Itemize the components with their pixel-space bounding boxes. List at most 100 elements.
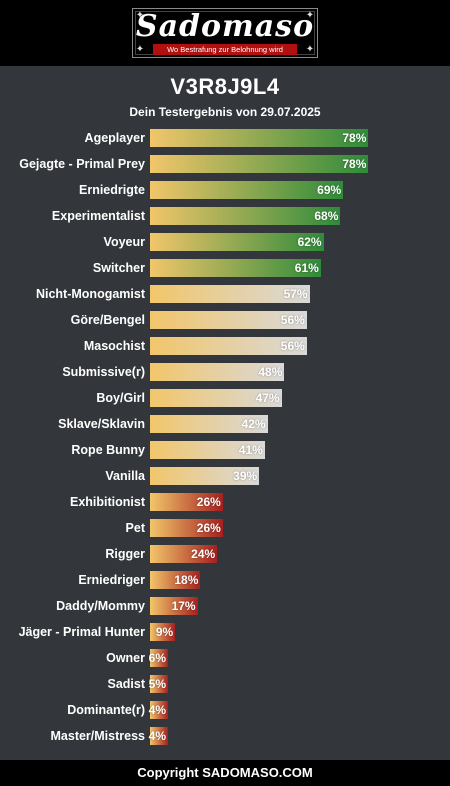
bar-value-label: 18%	[174, 573, 199, 587]
chart-row: Ageplayer 78%	[0, 129, 450, 147]
bar-value-label: 41%	[238, 443, 263, 457]
category-label: Pet	[125, 521, 145, 535]
bar: 78%	[150, 129, 369, 147]
chart-row: Sadist 5%	[0, 675, 450, 693]
category-label: Sklave/Sklavin	[58, 417, 145, 431]
bar-value-label: 61%	[294, 261, 319, 275]
chart-row: Exhibitionist 26%	[0, 493, 450, 511]
chart-row: Gejagte - Primal Prey 78%	[0, 155, 450, 173]
category-label: Masochist	[83, 339, 145, 353]
category-label: Ageplayer	[84, 131, 145, 145]
bar-value-label: 5%	[148, 677, 166, 691]
chart-row: Pet 26%	[0, 519, 450, 537]
bar: 61%	[150, 259, 321, 277]
bar: 18%	[150, 571, 201, 589]
bar-value-label: 69%	[317, 183, 342, 197]
chart-row: Masochist 56%	[0, 337, 450, 355]
bar: 78%	[150, 155, 369, 173]
category-label: Dominante(r)	[67, 703, 145, 717]
category-label: Rigger	[105, 547, 145, 561]
chart-row: Boy/Girl 47%	[0, 389, 450, 407]
chart-row: Erniedriger 18%	[0, 571, 450, 589]
bar-value-label: 56%	[280, 339, 305, 353]
copyright-text: Copyright SADOMASO.COM	[137, 765, 313, 780]
bar-value-label: 39%	[233, 469, 258, 483]
bar-value-label: 4%	[148, 729, 166, 743]
category-label: Daddy/Mommy	[56, 599, 145, 613]
chart-row: Jäger - Primal Hunter 9%	[0, 623, 450, 641]
chart-row: Experimentalist 68%	[0, 207, 450, 225]
bar-value-label: 78%	[342, 131, 367, 145]
chart-row: Switcher 61%	[0, 259, 450, 277]
category-label: Boy/Girl	[96, 391, 145, 405]
category-label: Sadist	[107, 677, 145, 691]
bar: 39%	[150, 467, 260, 485]
category-label: Voyeur	[103, 235, 145, 249]
bar: 47%	[150, 389, 282, 407]
chart-row: Owner 6%	[0, 649, 450, 667]
chart-row: Erniedrigte 69%	[0, 181, 450, 199]
bar-value-label: 26%	[196, 495, 221, 509]
site-logo[interactable]: ✦ ✦ ✦ ✦ Sadomaso Wo Bestrafung zur Beloh…	[132, 8, 318, 58]
chart-row: Göre/Bengel 56%	[0, 311, 450, 329]
chart-row: Nicht-Monogamist 57%	[0, 285, 450, 303]
category-label: Switcher	[92, 261, 145, 275]
category-label: Master/Mistress	[50, 729, 146, 743]
bar: 69%	[150, 181, 344, 199]
bar: 62%	[150, 233, 324, 251]
bar-value-label: 48%	[258, 365, 283, 379]
category-label: Vanilla	[105, 469, 145, 483]
bar: 68%	[150, 207, 341, 225]
corner-ornament-icon: ✦	[305, 10, 315, 21]
header-bar: ✦ ✦ ✦ ✦ Sadomaso Wo Bestrafung zur Beloh…	[0, 0, 450, 66]
category-label: Exhibitionist	[70, 495, 145, 509]
chart-row: Submissive(r) 48%	[0, 363, 450, 381]
category-label: Nicht-Monogamist	[35, 287, 145, 301]
bar: 26%	[150, 493, 223, 511]
chart-row: Dominante(r) 4%	[0, 701, 450, 719]
bar: 24%	[150, 545, 218, 563]
logo-text: Sadomaso	[135, 9, 315, 44]
corner-ornament-icon: ✦	[305, 44, 315, 55]
bar: 9%	[150, 623, 176, 641]
chart-row: Sklave/Sklavin 42%	[0, 415, 450, 433]
bar-value-label: 78%	[342, 157, 367, 171]
footer-bar: Copyright SADOMASO.COM	[0, 760, 450, 786]
bar: 26%	[150, 519, 223, 537]
chart-row: Master/Mistress 4%	[0, 727, 450, 745]
bar-value-label: 62%	[297, 235, 322, 249]
bar-value-label: 17%	[171, 599, 196, 613]
bar-value-label: 56%	[280, 313, 305, 327]
result-subtitle: Dein Testergebnis von 29.07.2025	[129, 105, 321, 119]
bar-value-label: 6%	[148, 651, 166, 665]
chart-row: Vanilla 39%	[0, 467, 450, 485]
category-label: Erniedrigte	[79, 183, 145, 197]
logo-tagline: Wo Bestrafung zur Belohnung wird	[153, 44, 297, 55]
bar: 57%	[150, 285, 310, 303]
bar-value-label: 42%	[241, 417, 266, 431]
bar: 6%	[148, 649, 168, 667]
bar-value-label: 68%	[314, 209, 339, 223]
result-title: V3R8J9L4	[170, 74, 280, 99]
bar: 4%	[148, 727, 168, 745]
corner-ornament-icon: ✦	[135, 10, 145, 21]
bar-value-label: 9%	[155, 625, 174, 639]
category-label: Jäger - Primal Hunter	[18, 625, 145, 639]
bar-value-label: 4%	[148, 703, 166, 717]
category-label: Owner	[106, 651, 145, 665]
bar-value-label: 26%	[196, 521, 221, 535]
chart-row: Voyeur 62%	[0, 233, 450, 251]
bar: 41%	[150, 441, 265, 459]
category-label: Submissive(r)	[62, 365, 145, 379]
chart-row: Rope Bunny 41%	[0, 441, 450, 459]
bar: 5%	[148, 675, 168, 693]
bar: 42%	[150, 415, 268, 433]
category-label: Erniedriger	[78, 573, 145, 587]
bar: 17%	[150, 597, 198, 615]
category-label: Experimentalist	[51, 209, 145, 223]
category-label: Göre/Bengel	[70, 313, 145, 327]
chart-row: Daddy/Mommy 17%	[0, 597, 450, 615]
bar: 56%	[150, 311, 307, 329]
category-label: Rope Bunny	[71, 443, 145, 457]
bar: 4%	[148, 701, 168, 719]
